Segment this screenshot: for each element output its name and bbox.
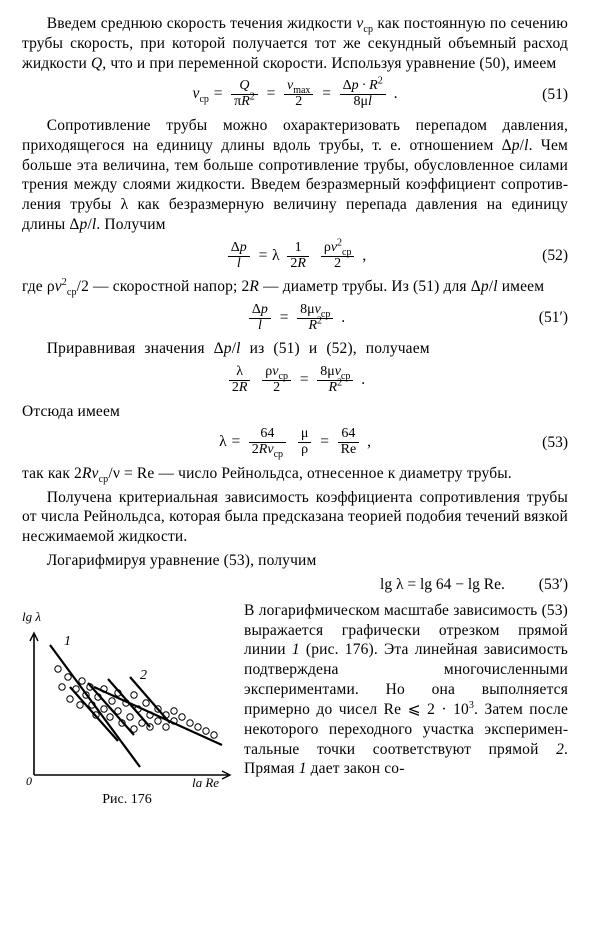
svg-text:lg Re: lg Re <box>192 775 219 787</box>
equation-51p: Δpl = 8μvсрR2 . (51′) <box>22 303 568 333</box>
svg-text:1: 1 <box>64 634 71 649</box>
paragraph-intro: Введем среднюю скорость течения жидкости… <box>22 14 568 73</box>
paragraph-5: Отсюда имеем <box>22 402 568 422</box>
paragraph-7: Получена критериальная зависимость коэфф… <box>22 488 568 547</box>
eqnum-51: (51) <box>542 85 568 105</box>
paragraph-2: Сопротивление трубы можно охарактеризова… <box>22 116 568 235</box>
ylabel: lg λ <box>22 609 41 624</box>
svg-text:0: 0 <box>26 774 32 787</box>
svg-text:2: 2 <box>140 668 147 683</box>
eqnum-52: (52) <box>542 246 568 266</box>
equation-51: vср = QπR2 = vmax2 = Δp · R28μl . (51) <box>22 79 568 109</box>
figure-176: lg λ 0 lg Re 1 2 Рис. 176 <box>22 607 232 809</box>
figure-caption: Рис. 176 <box>22 791 232 809</box>
paragraph-6: так как 2Rvср/ν = Re — число Рейнольдса,… <box>22 464 568 484</box>
paragraph-4: Приравнивая значения Δp/l из (51) и (52)… <box>22 339 568 359</box>
equation-53: λ = 642Rvср μρ = 64Re , (53) <box>22 427 568 457</box>
eqnum-51p: (51′) <box>539 308 568 328</box>
equation-53p: lg λ = lg 64 − lg Re. (53′) <box>22 575 568 595</box>
eqnum-53: (53) <box>542 433 568 453</box>
equation-52: Δpl = λ 12R ρv2ср2 , (52) <box>22 241 568 271</box>
paragraph-8: Логарифмируя уравнение (53), получим <box>22 551 568 571</box>
paragraph-3: где ρv2ср/2 — скоростной напор; 2R — диа… <box>22 277 568 297</box>
plot-svg: 0 lg Re 1 2 <box>22 627 232 787</box>
eqnum-53p: (53′) <box>539 575 568 595</box>
equation-equate: λ2R ρvср2 = 8μvсрR2 . <box>22 365 568 395</box>
